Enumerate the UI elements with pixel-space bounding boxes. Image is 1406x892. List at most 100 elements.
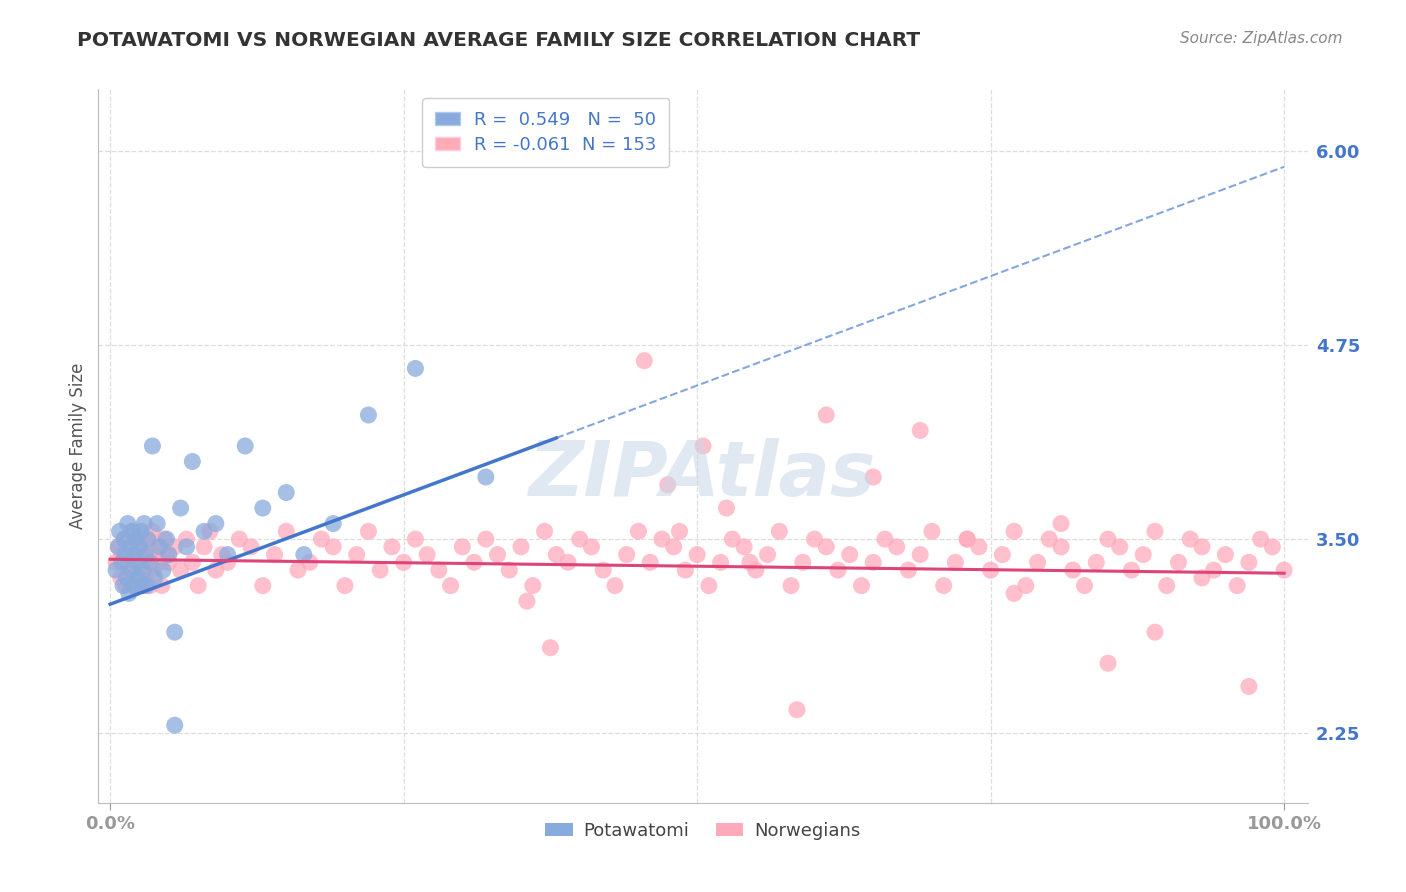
- Point: [475, 532, 498, 546]
- Point: [157, 555, 180, 569]
- Point: [557, 555, 579, 569]
- Point: [132, 563, 155, 577]
- Point: [657, 477, 679, 491]
- Point: [148, 540, 170, 554]
- Point: [357, 408, 380, 422]
- Point: [263, 548, 285, 562]
- Point: [780, 579, 803, 593]
- Point: [1261, 540, 1284, 554]
- Point: [368, 563, 391, 577]
- Point: [176, 540, 198, 554]
- Point: [128, 540, 150, 554]
- Point: [1097, 532, 1119, 546]
- Point: [862, 470, 884, 484]
- Point: [112, 532, 135, 546]
- Point: [128, 540, 150, 554]
- Point: [292, 548, 315, 562]
- Point: [697, 579, 720, 593]
- Point: [581, 540, 603, 554]
- Point: [169, 501, 191, 516]
- Point: [768, 524, 790, 539]
- Text: Source: ZipAtlas.com: Source: ZipAtlas.com: [1180, 31, 1343, 46]
- Point: [114, 579, 136, 593]
- Point: [1132, 548, 1154, 562]
- Point: [381, 540, 404, 554]
- Point: [155, 532, 177, 546]
- Point: [118, 586, 141, 600]
- Point: [287, 563, 309, 577]
- Point: [138, 540, 160, 554]
- Point: [638, 555, 661, 569]
- Point: [592, 563, 614, 577]
- Point: [152, 563, 174, 577]
- Point: [120, 540, 142, 554]
- Point: [1143, 625, 1166, 640]
- Point: [346, 548, 368, 562]
- Point: [1108, 540, 1130, 554]
- Legend: Potawatomi, Norwegians: Potawatomi, Norwegians: [538, 815, 868, 847]
- Point: [932, 579, 955, 593]
- Point: [673, 563, 696, 577]
- Point: [193, 540, 215, 554]
- Point: [193, 524, 215, 539]
- Point: [633, 353, 655, 368]
- Point: [538, 640, 561, 655]
- Point: [276, 524, 298, 539]
- Point: [1050, 540, 1073, 554]
- Point: [127, 571, 149, 585]
- Point: [404, 361, 426, 376]
- Point: [1143, 524, 1166, 539]
- Point: [873, 532, 896, 546]
- Point: [851, 579, 873, 593]
- Point: [692, 439, 714, 453]
- Point: [134, 548, 156, 562]
- Point: [991, 548, 1014, 562]
- Point: [110, 571, 132, 585]
- Point: [1085, 555, 1108, 569]
- Point: [1121, 563, 1143, 577]
- Point: [181, 454, 204, 468]
- Point: [211, 548, 233, 562]
- Point: [135, 563, 157, 577]
- Point: [568, 532, 591, 546]
- Point: [1250, 532, 1272, 546]
- Point: [686, 548, 709, 562]
- Point: [627, 524, 650, 539]
- Point: [204, 516, 226, 531]
- Point: [1226, 579, 1249, 593]
- Point: [114, 548, 136, 562]
- Point: [908, 548, 931, 562]
- Point: [105, 563, 128, 577]
- Point: [112, 579, 135, 593]
- Point: [153, 532, 176, 546]
- Point: [108, 524, 131, 539]
- Point: [1237, 555, 1260, 569]
- Point: [745, 563, 768, 577]
- Point: [129, 524, 152, 539]
- Point: [136, 532, 159, 546]
- Point: [533, 524, 555, 539]
- Point: [120, 563, 142, 577]
- Point: [143, 571, 166, 585]
- Point: [122, 579, 145, 593]
- Point: [141, 524, 163, 539]
- Point: [1180, 532, 1202, 546]
- Point: [217, 548, 239, 562]
- Point: [1026, 555, 1049, 569]
- Point: [945, 555, 967, 569]
- Point: [124, 563, 146, 577]
- Point: [127, 555, 149, 569]
- Point: [333, 579, 356, 593]
- Text: ZIPAtlas: ZIPAtlas: [529, 438, 877, 511]
- Point: [1097, 656, 1119, 670]
- Point: [439, 579, 461, 593]
- Text: POTAWATOMI VS NORWEGIAN AVERAGE FAMILY SIZE CORRELATION CHART: POTAWATOMI VS NORWEGIAN AVERAGE FAMILY S…: [77, 31, 921, 50]
- Point: [141, 555, 163, 569]
- Point: [125, 532, 148, 546]
- Point: [142, 563, 165, 577]
- Point: [516, 594, 538, 608]
- Point: [228, 532, 250, 546]
- Point: [862, 555, 884, 569]
- Point: [117, 516, 139, 531]
- Point: [738, 555, 761, 569]
